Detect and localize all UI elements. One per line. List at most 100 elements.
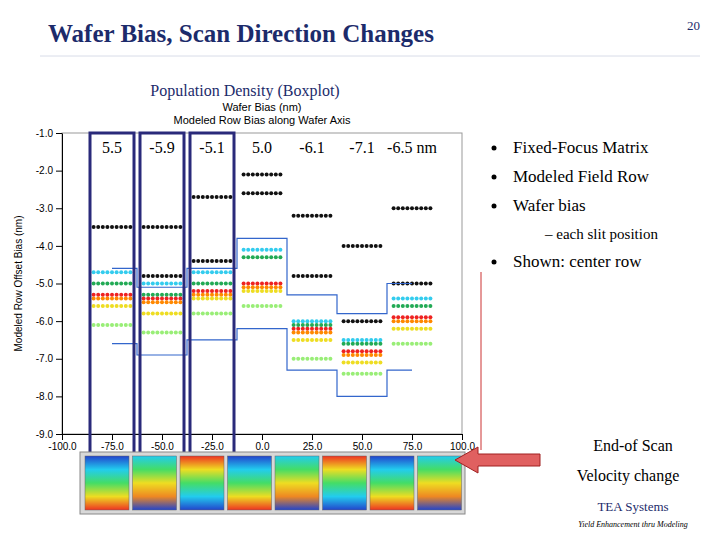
dot <box>296 274 300 278</box>
dot <box>355 342 359 346</box>
dot <box>119 225 123 229</box>
dot <box>369 338 373 342</box>
dot <box>342 319 346 323</box>
dot <box>319 330 323 334</box>
dot <box>260 248 264 252</box>
dot-row <box>192 293 233 297</box>
dot <box>205 195 209 199</box>
dot <box>351 361 355 365</box>
dot <box>110 270 114 274</box>
dot <box>310 323 314 327</box>
tick-label: -8.0 <box>36 391 54 402</box>
dot <box>115 297 119 301</box>
dot <box>242 172 246 176</box>
dot-row <box>142 297 183 301</box>
plot-frame <box>62 133 462 434</box>
dot <box>310 214 314 218</box>
dot <box>296 327 300 331</box>
dot <box>360 353 364 357</box>
dot <box>405 327 409 331</box>
tick-label: -75.0 <box>101 441 124 452</box>
dot <box>201 312 205 316</box>
zone-label: -6.1 <box>299 139 324 156</box>
dot <box>346 349 350 353</box>
dot <box>92 270 96 274</box>
dot <box>160 293 164 297</box>
dot <box>260 289 264 293</box>
dot <box>374 353 378 357</box>
dot <box>196 312 200 316</box>
dot <box>255 285 259 289</box>
dot <box>342 353 346 357</box>
tick-mark <box>56 208 62 209</box>
dot-row <box>242 248 283 252</box>
dot <box>292 214 296 218</box>
bullet: Fixed-Focus Matrix <box>513 138 649 157</box>
dot <box>169 225 173 229</box>
dot <box>255 191 259 195</box>
dot <box>174 300 178 304</box>
dot <box>142 300 146 304</box>
dot-row <box>242 304 283 308</box>
axis-line <box>62 134 63 435</box>
dot <box>101 270 105 274</box>
dot <box>392 315 396 319</box>
tick-mark <box>56 359 62 360</box>
dot <box>228 289 232 293</box>
dot <box>115 304 119 308</box>
dot <box>355 353 359 357</box>
dot <box>265 282 269 286</box>
dot <box>410 319 414 323</box>
dot-row <box>292 357 333 361</box>
dot-row <box>392 319 433 323</box>
dot-row <box>92 297 133 301</box>
dot <box>410 342 414 346</box>
dot <box>219 312 223 316</box>
dot <box>155 297 159 301</box>
dot <box>301 357 305 361</box>
dot <box>292 327 296 331</box>
dot <box>146 330 150 334</box>
dot <box>196 297 200 301</box>
dot <box>146 225 150 229</box>
dot-row <box>292 319 333 323</box>
dot <box>174 293 178 297</box>
dot <box>96 293 100 297</box>
dot <box>169 274 173 278</box>
dot <box>119 304 123 308</box>
dot-row <box>292 330 333 334</box>
dot <box>224 270 228 274</box>
dot <box>365 319 369 323</box>
dot <box>292 274 296 278</box>
dot <box>219 293 223 297</box>
dot <box>169 330 173 334</box>
tick-label: -100.0 <box>48 441 77 452</box>
dot <box>324 323 328 327</box>
tick-mark <box>312 434 313 440</box>
dot-row <box>342 338 383 342</box>
dot <box>415 206 419 210</box>
dot <box>301 338 305 342</box>
dot-row <box>392 342 433 346</box>
dot <box>210 270 214 274</box>
dot <box>301 274 305 278</box>
dot <box>119 293 123 297</box>
dot <box>428 327 432 331</box>
dot-row <box>192 259 233 263</box>
dot <box>269 285 273 289</box>
dot <box>351 342 355 346</box>
dot <box>251 289 255 293</box>
dot <box>155 282 159 286</box>
dot <box>351 349 355 353</box>
dot <box>351 372 355 376</box>
dot <box>151 225 155 229</box>
dot <box>269 191 273 195</box>
tick-label: -7.0 <box>36 353 54 364</box>
dot <box>415 297 419 301</box>
dot <box>360 244 364 248</box>
dot <box>315 327 319 331</box>
dot <box>310 327 314 331</box>
dot <box>346 342 350 346</box>
dot <box>160 274 164 278</box>
page-number: 20 <box>687 18 700 33</box>
